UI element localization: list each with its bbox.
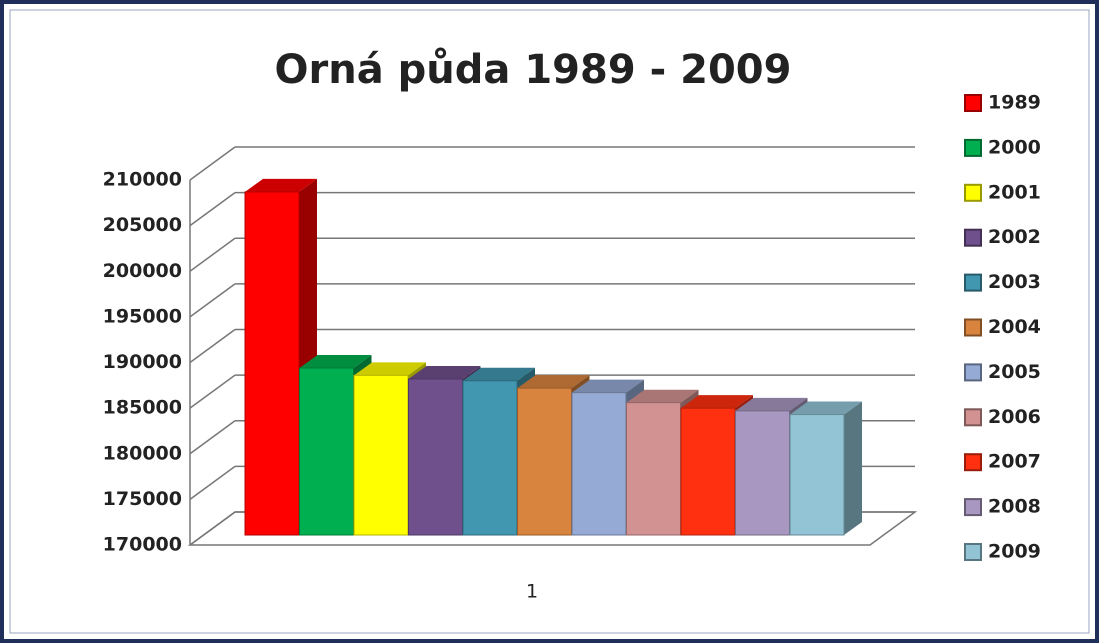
legend-label: 2005 xyxy=(988,361,1041,383)
bar xyxy=(735,410,790,536)
bar xyxy=(626,402,681,536)
legend-swatch xyxy=(964,138,982,157)
bar-top xyxy=(572,379,644,393)
legend-swatch xyxy=(964,183,982,202)
bar-top xyxy=(681,395,753,409)
legend-label: 2009 xyxy=(988,541,1041,563)
inner-frame xyxy=(9,9,1090,634)
bar-top xyxy=(517,375,590,389)
y-tick-label: 210000 xyxy=(103,169,182,191)
x-tick-label: 1 xyxy=(526,581,538,603)
bar-top xyxy=(354,362,426,376)
legend-label: 1989 xyxy=(988,92,1041,114)
bar xyxy=(680,407,736,536)
y-tick-label: 205000 xyxy=(103,214,182,236)
grid-line xyxy=(189,465,236,500)
y-tick-label: 185000 xyxy=(103,397,182,419)
legend-label: 2000 xyxy=(988,136,1041,158)
legend-swatch xyxy=(964,273,982,292)
legend-label: 2004 xyxy=(988,316,1041,338)
grid-line xyxy=(189,192,236,227)
grid-line xyxy=(189,420,236,455)
bar xyxy=(462,380,518,536)
y-tick-label: 180000 xyxy=(103,442,182,464)
bar xyxy=(789,414,845,536)
y-tick-label: 200000 xyxy=(103,260,182,282)
bar-top xyxy=(463,367,535,381)
bar xyxy=(244,191,300,536)
legend-swatch xyxy=(964,543,982,561)
bar xyxy=(517,387,572,536)
legend-label: 2001 xyxy=(988,181,1041,203)
grid-line xyxy=(189,283,236,318)
legend-swatch xyxy=(964,228,982,247)
grid-line xyxy=(189,237,236,272)
grid-line xyxy=(189,328,236,364)
y-tick-label: 175000 xyxy=(103,488,182,510)
legend-swatch xyxy=(964,94,982,112)
legend-swatch xyxy=(964,408,982,427)
bar-top xyxy=(735,397,808,411)
legend-swatch xyxy=(964,453,982,472)
y-tick-label: 190000 xyxy=(103,351,182,373)
legend-swatch xyxy=(964,498,982,517)
legend-swatch xyxy=(964,318,982,337)
bar-top xyxy=(299,355,372,369)
legend-label: 2008 xyxy=(988,496,1041,518)
bar xyxy=(353,374,409,536)
grid-line xyxy=(189,511,236,546)
bar-top xyxy=(245,178,317,192)
legend-label: 2003 xyxy=(988,271,1041,293)
legend-label: 2002 xyxy=(988,226,1041,248)
legend-label: 2007 xyxy=(988,451,1041,473)
legend-swatch xyxy=(964,363,982,382)
chart-title: Orná půda 1989 - 2009 xyxy=(275,46,792,93)
bar xyxy=(299,367,354,536)
bar xyxy=(571,392,627,536)
y-tick-label: 195000 xyxy=(103,305,182,327)
y-tick-label: 170000 xyxy=(103,534,182,556)
bar xyxy=(408,378,463,536)
bar-top xyxy=(626,389,699,403)
bar-side xyxy=(844,401,862,535)
bar-top xyxy=(790,401,862,415)
bar-top xyxy=(408,365,481,379)
grid-line xyxy=(189,374,236,409)
legend-label: 2006 xyxy=(988,406,1041,428)
grid-line xyxy=(189,146,236,181)
